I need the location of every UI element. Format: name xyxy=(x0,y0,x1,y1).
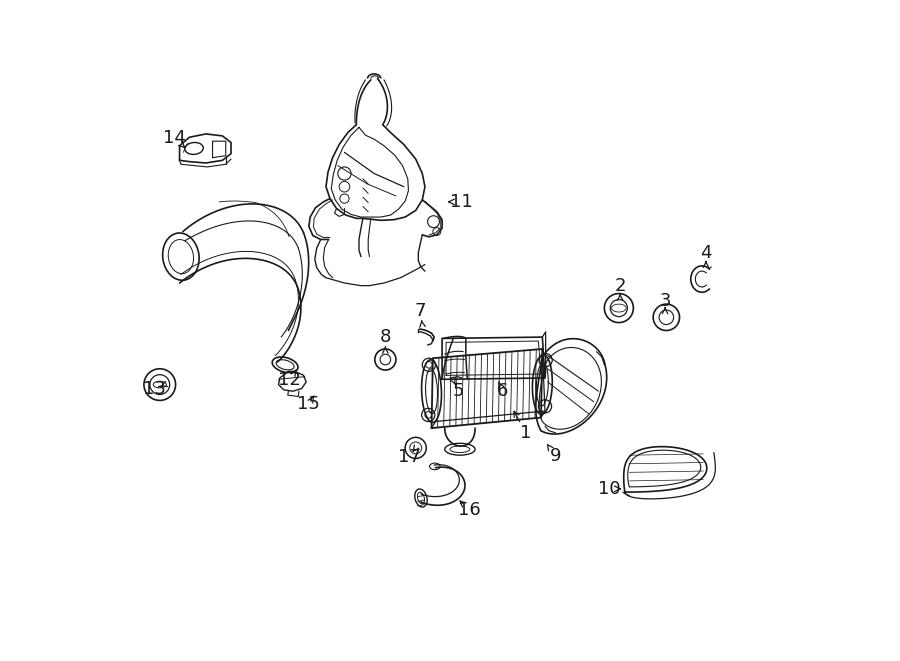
Text: 17: 17 xyxy=(398,448,420,466)
Text: 4: 4 xyxy=(700,244,712,262)
Text: 9: 9 xyxy=(550,447,562,465)
Text: 1: 1 xyxy=(520,424,532,442)
Text: 15: 15 xyxy=(297,395,320,413)
Text: 2: 2 xyxy=(615,277,626,295)
Text: 7: 7 xyxy=(415,301,426,320)
Text: 3: 3 xyxy=(660,292,670,310)
Text: 16: 16 xyxy=(458,501,482,519)
Text: 5: 5 xyxy=(452,382,464,400)
Text: 11: 11 xyxy=(451,193,473,211)
Text: 12: 12 xyxy=(277,371,301,389)
Text: 14: 14 xyxy=(163,129,185,147)
Text: 8: 8 xyxy=(380,328,391,346)
Text: 6: 6 xyxy=(497,382,508,400)
Text: 13: 13 xyxy=(143,379,166,397)
Text: 10: 10 xyxy=(598,480,621,498)
